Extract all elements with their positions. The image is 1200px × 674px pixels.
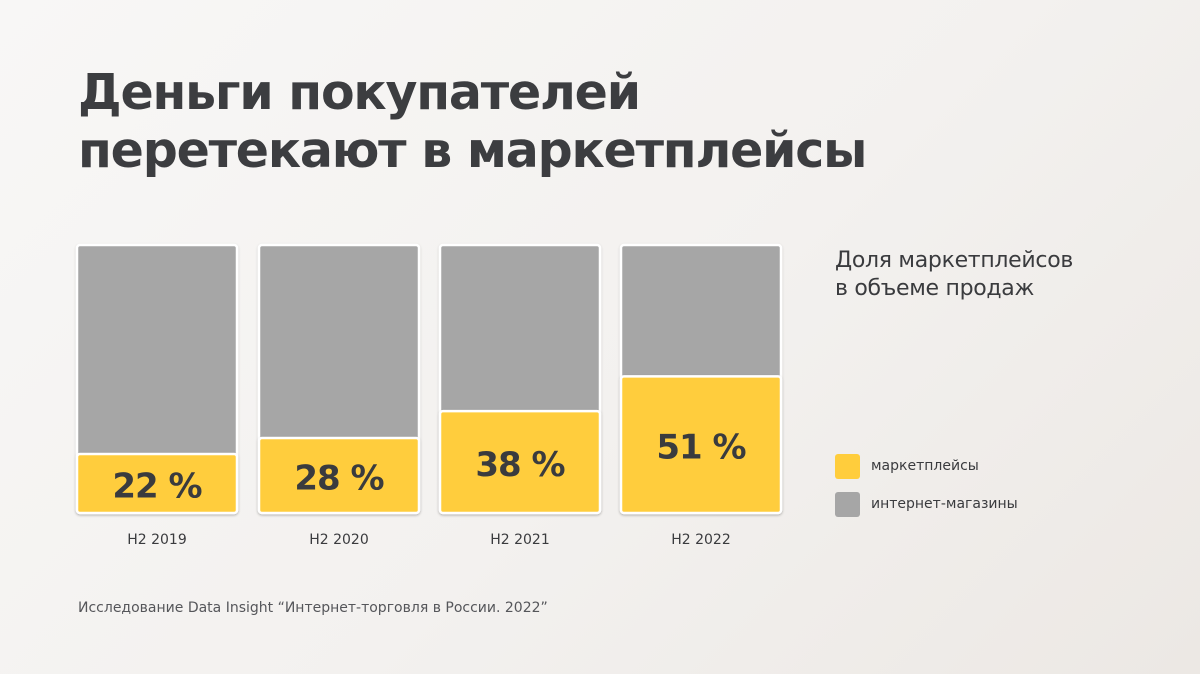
category-label-h2-2019: H2 2019: [127, 532, 187, 548]
bar-marketplaces-h2-2021: [438, 409, 602, 515]
legend-swatch-online-stores: [835, 491, 860, 517]
chart-subtitle-line-1: Доля маркетплейсов: [835, 248, 1074, 273]
chart-subtitle-line-2: в объеме продаж: [835, 276, 1035, 301]
legend-label-online-stores: интернет-магазины: [871, 496, 1018, 512]
category-label-h2-2022: H2 2022: [671, 532, 731, 548]
source-note: Исследование Data Insight “Интернет-торг…: [78, 600, 548, 616]
bar-marketplaces-h2-2020: [257, 436, 421, 515]
bar-marketplaces-h2-2022: [619, 375, 783, 515]
title-line-1: Деньги покупателей: [78, 64, 641, 121]
bar-marketplaces-h2-2019: [75, 452, 239, 515]
category-label-h2-2021: H2 2021: [490, 532, 550, 548]
data-label-h2-2022: 51 %: [656, 428, 745, 468]
legend-swatch-marketplaces: [835, 453, 860, 479]
legend-label-marketplaces: маркетплейсы: [871, 458, 979, 474]
chart-legend: маркетплейсы интернет-магазины: [835, 452, 1018, 528]
title-line-2: перетекают в маркетплейсы: [78, 122, 867, 179]
data-label-h2-2020: 28 %: [294, 458, 383, 498]
legend-item-online-stores: интернет-магазины: [835, 490, 1018, 518]
data-label-h2-2021: 38 %: [475, 445, 564, 485]
category-label-h2-2020: H2 2020: [309, 532, 369, 548]
legend-item-marketplaces: маркетплейсы: [835, 452, 1018, 480]
chart-subtitle: Доля маркетплейсов в объеме продаж: [835, 247, 1073, 303]
page-title: Деньги покупателей перетекают в маркетпл…: [78, 64, 867, 180]
data-label-h2-2019: 22 %: [112, 467, 201, 507]
stacked-bar-chart: 22 % H2 2019 28 % H2 2020 38 % H2 2021 51 % H2 …: [75, 243, 783, 548]
